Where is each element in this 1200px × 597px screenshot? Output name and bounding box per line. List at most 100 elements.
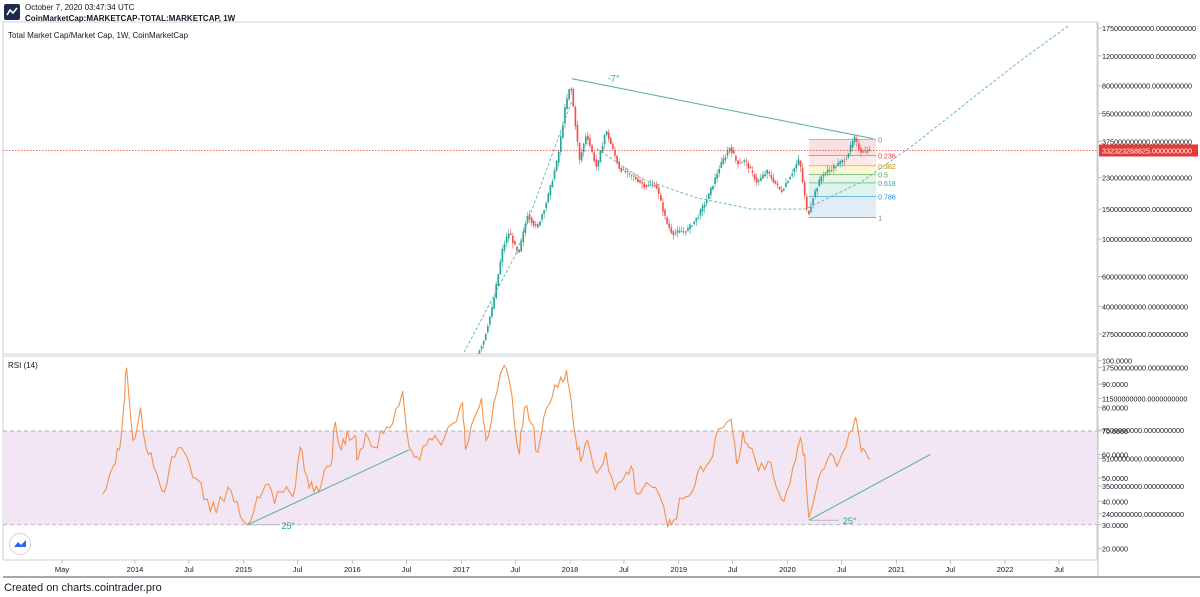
candle-body	[537, 224, 539, 228]
candle-body	[710, 187, 712, 195]
candle-body	[851, 141, 854, 148]
candle-body	[518, 249, 520, 253]
time-tick-label: Jul	[510, 565, 520, 574]
candle-body	[707, 193, 710, 200]
candle-body	[833, 166, 835, 169]
candle-body	[847, 153, 850, 158]
rsi-tick-label: 90.0000	[1102, 380, 1128, 389]
dashed-curve	[596, 25, 1069, 210]
time-tick-label: 2019	[670, 565, 687, 574]
price-tick-label: 230000000000.0000000000	[1102, 174, 1192, 183]
candle-body	[568, 89, 570, 100]
candle-body	[772, 177, 775, 183]
time-tick-label: 2022	[997, 565, 1014, 574]
price-tick-label: 1200000000000.0000000000	[1102, 52, 1196, 61]
candle-body	[770, 174, 773, 179]
fib-level-label: 0.5	[878, 172, 888, 179]
tradingview-icon[interactable]	[9, 533, 31, 555]
rsi-trendline	[247, 449, 410, 526]
candle-body	[762, 174, 764, 179]
rsi-tick-label: 20.0000	[1102, 544, 1128, 553]
candle-body	[584, 136, 587, 144]
price-tick-label: 40000000000.0000000000	[1102, 303, 1188, 312]
candle-body	[564, 107, 566, 124]
candle-body	[787, 181, 789, 184]
price-tick-label: 375000000000.0000000000	[1102, 138, 1192, 147]
candle-body	[547, 193, 550, 203]
price-tick-label: 3500000000.0000000000	[1102, 482, 1184, 491]
candle-body	[582, 143, 585, 153]
candle-body	[495, 284, 498, 298]
candle-body	[647, 184, 650, 186]
candle-body	[745, 160, 748, 162]
candle-body	[660, 194, 662, 201]
dashed-curve	[462, 100, 573, 354]
candle-body	[626, 171, 629, 173]
candle-body	[860, 148, 862, 153]
candle-body	[497, 274, 500, 287]
candle-body	[776, 183, 779, 186]
candle-body	[576, 124, 579, 142]
candle-body	[491, 307, 493, 317]
candle-body	[712, 185, 714, 190]
time-tick-label: Jul	[1054, 565, 1064, 574]
candle-body	[728, 147, 731, 152]
candle-body	[685, 231, 687, 233]
candle-body	[512, 235, 514, 244]
trendline-angle-label: -7°	[608, 74, 620, 84]
candle-body	[557, 151, 560, 163]
fib-level-label: 0.382	[878, 164, 896, 171]
candle-body	[484, 333, 487, 341]
candle-body	[657, 187, 660, 194]
candle-body	[803, 181, 806, 196]
time-tick-label: May	[55, 565, 69, 574]
rsi-tick-label: 60.0000	[1102, 450, 1128, 459]
candle-body	[755, 177, 758, 183]
candle-body	[539, 221, 541, 226]
time-tick-label: Jul	[402, 565, 412, 574]
candle-body	[778, 186, 781, 190]
candle-body	[814, 190, 816, 197]
time-tick-label: 2014	[127, 565, 144, 574]
candle-body	[718, 169, 721, 174]
candle-body	[639, 180, 641, 183]
footer-credit: Created on charts.cointrader.pro	[4, 582, 162, 594]
candle-body	[797, 159, 800, 165]
candle-body	[714, 177, 716, 185]
candle-body	[662, 202, 664, 212]
candle-body	[649, 184, 652, 186]
candle-body	[597, 160, 600, 167]
candle-body	[614, 150, 616, 156]
candle-body	[628, 172, 631, 174]
candle-body	[722, 158, 725, 164]
candle-body	[695, 217, 698, 222]
candle-body	[562, 125, 564, 138]
candle-body	[601, 146, 604, 154]
candle-body	[553, 170, 556, 179]
candle-body	[609, 138, 612, 145]
time-tick-label: 2017	[453, 565, 470, 574]
candle-body	[593, 152, 595, 161]
rsi-tick-label: 70.0000	[1102, 427, 1128, 436]
candle-body	[622, 168, 625, 170]
candle-body	[701, 205, 704, 212]
candle-body	[812, 198, 814, 205]
candle-body	[534, 224, 537, 226]
rsi-tick-label: 80.0000	[1102, 404, 1128, 413]
time-tick-label: 2016	[344, 565, 361, 574]
candle-body	[735, 155, 737, 161]
candle-body	[643, 183, 646, 188]
candle-body	[603, 135, 606, 145]
candle-body	[862, 150, 864, 153]
candle-body	[589, 138, 591, 146]
candle-body	[801, 167, 804, 183]
candle-body	[768, 171, 771, 174]
candle-body	[482, 340, 485, 345]
rsi-angle-label: 25°	[282, 521, 296, 531]
fib-zone	[808, 182, 877, 197]
time-tick-label: 2020	[779, 565, 796, 574]
candle-body	[655, 184, 658, 189]
candle-body	[687, 227, 689, 231]
candle-body	[545, 202, 548, 209]
price-tick-label: 60000000000.0000000000	[1102, 273, 1188, 282]
